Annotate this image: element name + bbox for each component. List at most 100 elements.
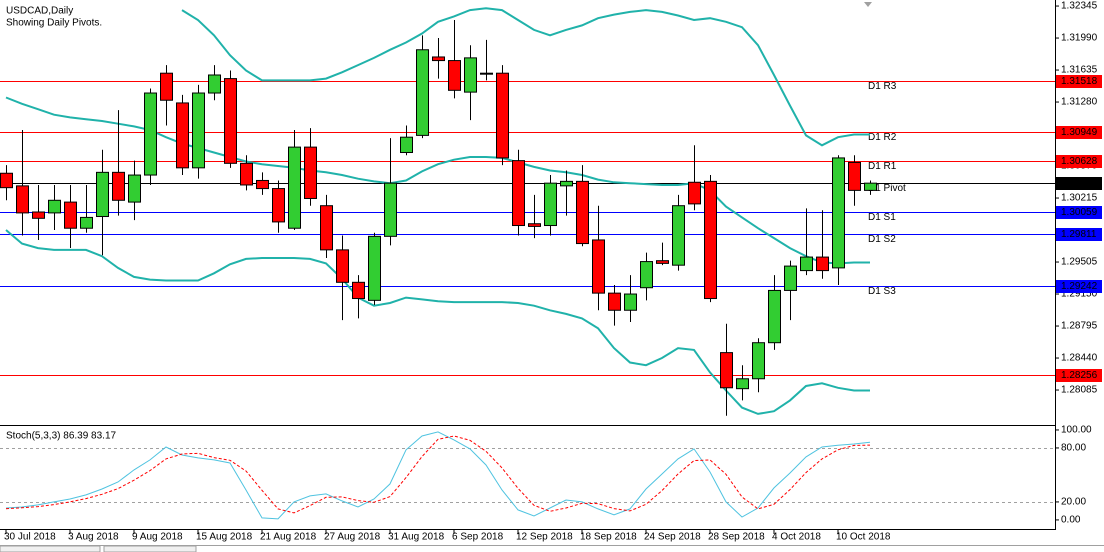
pivot-label: D1 R1 <box>868 161 897 172</box>
candle-body <box>832 157 845 269</box>
x-tick-label: 12 Sep 2018 <box>516 532 573 543</box>
pivot-price-label: 1.28256 <box>1061 370 1098 381</box>
pivot-price-label: 1.30059 <box>1061 207 1098 218</box>
candle-body <box>64 201 77 229</box>
candle-body <box>528 223 541 227</box>
candle-body <box>784 265 797 291</box>
y-tick-label: 1.30215 <box>1061 193 1098 204</box>
candle-body <box>800 256 813 272</box>
y-tick-label: 20.00 <box>1061 497 1086 508</box>
x-tick-label: 4 Oct 2018 <box>772 532 821 543</box>
candle-body <box>592 239 605 294</box>
y-tick-label: 1.28795 <box>1061 321 1098 332</box>
candle-body <box>768 289 781 344</box>
candle-body <box>672 205 685 266</box>
pivot-price-box <box>1056 206 1102 219</box>
x-tick-label: 27 Aug 2018 <box>324 532 381 543</box>
pivot-label: D1 R2 <box>868 132 897 143</box>
chart-subtitle: Showing Daily Pivots. <box>6 18 102 29</box>
stoch-panel <box>0 431 1055 520</box>
candle-body <box>368 235 381 301</box>
candle-body <box>640 261 653 289</box>
y-tick-label: 100.00 <box>1061 425 1092 436</box>
candle-body <box>432 56 445 62</box>
candle-body <box>272 188 285 223</box>
y-tick-label: 80.00 <box>1061 443 1086 454</box>
indicator-line <box>5 435 871 514</box>
candle-body <box>32 211 45 219</box>
pivot-label: D1 S1 <box>868 212 896 223</box>
pivot-label: D1 S3 <box>868 286 896 297</box>
shift-marker <box>864 2 872 7</box>
candle-body <box>320 205 333 251</box>
tab[interactable] <box>103 545 197 552</box>
y-tick-label: 1.31990 <box>1061 33 1098 44</box>
x-tick-label: 18 Sep 2018 <box>580 532 637 543</box>
band-upper <box>181 7 870 147</box>
candle-body <box>192 92 205 169</box>
x-tick-label: 15 Aug 2018 <box>196 532 253 543</box>
candle-body <box>480 72 493 75</box>
y-tick-label: 1.29150 <box>1061 289 1098 300</box>
candle-body <box>512 160 525 227</box>
candle-body <box>496 72 509 159</box>
x-tick-label: 31 Aug 2018 <box>388 532 445 543</box>
pivot-price-label: 1.29811 <box>1061 229 1097 240</box>
pivot-price-box <box>1056 369 1102 382</box>
candle-body <box>112 171 125 201</box>
candle-body <box>176 102 189 169</box>
candle-body <box>224 78 237 164</box>
candle-body <box>704 180 717 300</box>
candle-body <box>48 199 61 214</box>
pivot-label: D1 Pivot <box>868 183 906 194</box>
pivot-price-label: 1.30380 <box>1061 178 1098 189</box>
indicator-line <box>5 431 871 520</box>
candle-body <box>352 281 365 300</box>
candle-body <box>96 171 109 218</box>
pivot-price-label: 1.29242 <box>1061 281 1098 292</box>
y-tick-label: 0.00 <box>1061 515 1081 526</box>
x-tick-label: 9 Aug 2018 <box>132 532 183 543</box>
main-panel: D1 R3 D1 R2 D1 R1 D1 Pivot D1 S1 D1 S2 D1 S3 <box>0 7 1055 416</box>
pivot-price-box <box>1056 228 1102 241</box>
y-tick-label: 1.31635 <box>1061 65 1098 76</box>
candle-body <box>240 162 253 186</box>
pivot-label: D1 S2 <box>868 234 896 245</box>
candle-body <box>544 182 557 227</box>
candle-body <box>400 136 413 154</box>
candle-body <box>624 293 637 311</box>
pivot-price-box <box>1056 126 1102 139</box>
tab[interactable] <box>0 545 101 552</box>
candle-body <box>384 182 397 237</box>
pivot-price-label: 1.30628 <box>1061 156 1098 167</box>
pivot-label: D1 R3 <box>868 81 897 92</box>
candle-body <box>560 180 573 187</box>
pivot-price-box <box>1056 75 1102 88</box>
x-tick-label: 28 Sep 2018 <box>708 532 765 543</box>
candle-body <box>864 182 877 191</box>
y-tick-label: 1.29505 <box>1061 257 1098 268</box>
candle-body <box>208 74 221 94</box>
candle-body <box>720 352 733 389</box>
candle-body <box>80 216 93 229</box>
x-tick-label: 21 Aug 2018 <box>260 532 317 543</box>
pivot-price-label: 1.31518 <box>1061 76 1098 87</box>
candle-body <box>144 92 157 176</box>
pivot-price-label: 1.30949 <box>1061 127 1098 138</box>
x-tick-label: 30 Jul 2018 <box>4 532 56 543</box>
y-tick-label: 1.28085 <box>1061 385 1098 396</box>
candle-body <box>736 378 749 390</box>
x-tick-label: 6 Sep 2018 <box>452 532 504 543</box>
candle-body <box>288 146 301 229</box>
y-tick-label: 1.32345 <box>1061 1 1098 12</box>
candle-body <box>160 72 173 101</box>
chart-title: USDCAD,Daily <box>6 6 73 17</box>
x-tick-label: 24 Sep 2018 <box>644 532 701 543</box>
candle-body <box>416 49 429 136</box>
candle-body <box>304 146 317 199</box>
x-tick-label: 3 Aug 2018 <box>68 532 119 543</box>
candle-body <box>816 256 829 272</box>
x-tick-label: 10 Oct 2018 <box>836 532 891 543</box>
